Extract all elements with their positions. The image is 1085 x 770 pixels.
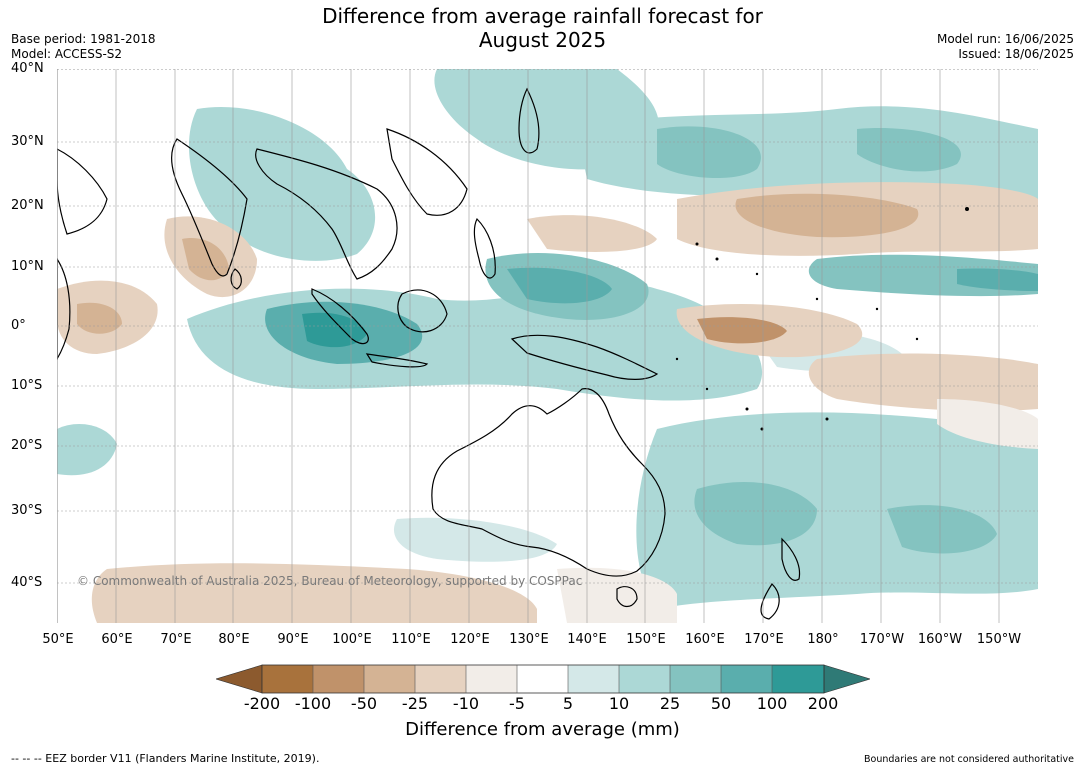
colorbar-tick: 50	[710, 694, 732, 713]
lat-label: 40°N	[11, 61, 44, 76]
colorbar-tick: -200	[243, 694, 281, 713]
rainfall-anomaly-map	[57, 69, 1038, 623]
colorbar-bin	[568, 665, 619, 693]
colorbar-bin	[619, 665, 670, 693]
lon-label: 50°E	[42, 632, 74, 647]
colorbar-bin	[415, 665, 466, 693]
lon-label: 150°W	[976, 632, 1022, 647]
colorbar-tick: 5	[562, 694, 574, 713]
lon-label: 160°W	[917, 632, 963, 647]
lat-label: 30°S	[11, 503, 43, 518]
meta-left: Base period: 1981-2018 Model: ACCESS-S2	[11, 32, 156, 62]
meridians	[57, 69, 1000, 623]
lon-label: 150°E	[626, 632, 666, 647]
lon-label: 140°E	[567, 632, 607, 647]
lat-label: 10°S	[11, 378, 43, 393]
lon-label: 130°E	[509, 632, 549, 647]
lat-label: 20°N	[11, 198, 44, 213]
map-area[interactable]	[57, 69, 1038, 623]
lat-label: 0°	[11, 318, 26, 333]
colorbar-tick: -100	[294, 694, 332, 713]
lon-label: 160°E	[685, 632, 725, 647]
colorbar-bin	[364, 665, 415, 693]
lon-label: 170°W	[859, 632, 905, 647]
lat-label: 20°S	[11, 438, 43, 453]
colorbar-tick: 200	[807, 694, 839, 713]
lat-label: 30°N	[11, 134, 44, 149]
colorbar-tick: -10	[452, 694, 480, 713]
colorbar-arrow-high	[823, 664, 870, 694]
lon-label: 80°E	[218, 632, 250, 647]
colorbar-bin	[466, 665, 517, 693]
eez-border-note: -- -- -- EEZ border V11 (Flanders Marine…	[11, 752, 320, 765]
colorbar-tick: -5	[509, 694, 525, 713]
islands	[675, 207, 969, 431]
colorbar-tick: -25	[401, 694, 429, 713]
lon-label: 180°	[807, 632, 839, 647]
boundary-disclaimer: Boundaries are not considered authoritat…	[864, 754, 1074, 765]
lon-label: 70°E	[160, 632, 192, 647]
model-run: Model run: 16/06/2025	[936, 32, 1074, 46]
colorbar-tick: -50	[350, 694, 378, 713]
colorbar-bin	[670, 665, 721, 693]
graticule	[57, 69, 1038, 584]
colorbar-tick: 10	[608, 694, 630, 713]
coastlines	[57, 87, 801, 620]
colorbar	[216, 664, 870, 694]
lon-label: 110°E	[391, 632, 431, 647]
colorbar-bin	[313, 665, 364, 693]
colorbar-tick: 25	[659, 694, 681, 713]
lon-label: 90°E	[277, 632, 309, 647]
colorbar-bin	[772, 665, 824, 693]
map-title: Difference from average rainfall forecas…	[0, 4, 1085, 52]
base-period: Base period: 1981-2018	[11, 32, 156, 46]
copyright-notice: © Commonwealth of Australia 2025, Bureau…	[77, 574, 583, 588]
title-line-2: August 2025	[478, 28, 607, 52]
title-line-1: Difference from average rainfall forecas…	[322, 4, 763, 28]
lat-label: 10°N	[11, 259, 44, 274]
colorbar-label: Difference from average (mm)	[405, 719, 680, 740]
lon-label: 60°E	[101, 632, 133, 647]
colorbar-bin	[517, 665, 568, 693]
colorbar-bin	[721, 665, 772, 693]
issued-date: Issued: 18/06/2025	[958, 47, 1074, 61]
lat-label: 40°S	[11, 575, 43, 590]
lon-label: 100°E	[332, 632, 372, 647]
meta-right: Model run: 16/06/2025 Issued: 18/06/2025	[937, 32, 1074, 62]
lon-label: 170°E	[744, 632, 784, 647]
colorbar-tick: 100	[756, 694, 788, 713]
colorbar-bin	[262, 665, 313, 693]
colorbar-arrow-low	[216, 664, 263, 694]
lon-label: 120°E	[450, 632, 490, 647]
model-name: Model: ACCESS-S2	[11, 47, 123, 61]
